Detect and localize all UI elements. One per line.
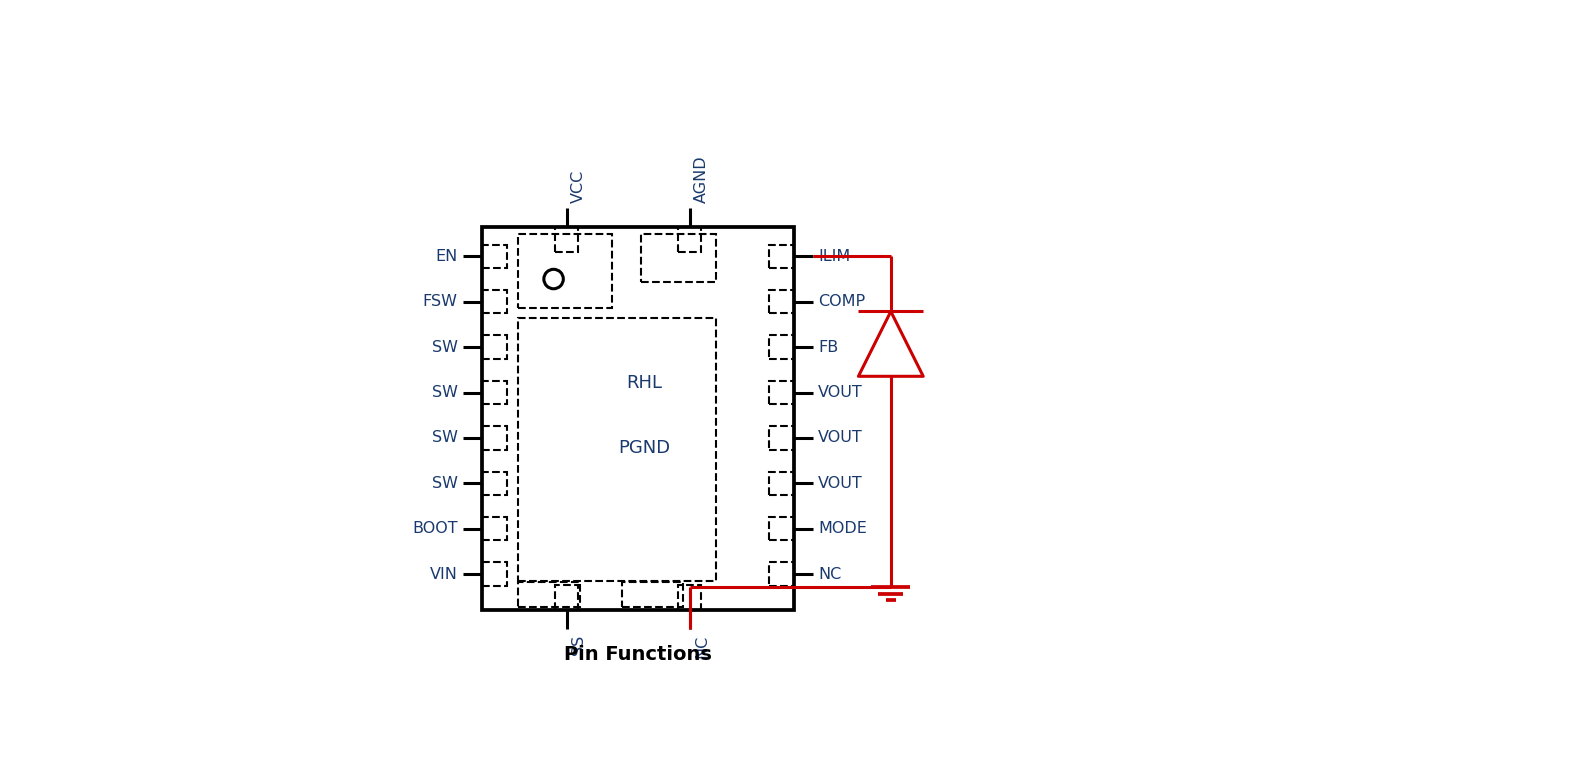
Bar [482,227,793,609]
Text: VCC: VCC [570,169,586,202]
Bar [621,582,683,606]
Text: VOUT: VOUT [818,385,863,400]
Bar [769,381,793,404]
Bar [482,562,507,586]
Bar [518,582,580,606]
Bar [769,336,793,359]
Bar [769,290,793,313]
Bar [482,245,507,268]
Text: PGND: PGND [618,439,670,456]
Bar [482,517,507,540]
Bar [518,233,611,309]
Text: SW: SW [431,385,458,400]
Text: NC: NC [818,566,842,581]
Bar [482,381,507,404]
Bar [482,336,507,359]
Bar [482,426,507,449]
Text: VOUT: VOUT [818,431,863,446]
Bar [678,227,702,252]
Text: BOOT: BOOT [412,522,458,536]
Bar [555,227,578,252]
Text: FSW: FSW [422,294,458,309]
Bar [482,290,507,313]
Bar [769,562,793,586]
Bar [678,585,702,609]
Bar [641,233,716,282]
Bar [769,517,793,540]
Text: SS: SS [570,634,586,655]
Text: SW: SW [431,431,458,446]
Text: AGND: AGND [694,155,709,202]
Text: VIN: VIN [430,566,458,581]
Bar [769,471,793,495]
Text: VOUT: VOUT [818,476,863,491]
Bar [769,245,793,268]
Text: SW: SW [431,340,458,355]
Text: COMP: COMP [818,294,866,309]
Bar [482,471,507,495]
Text: NC: NC [694,634,709,658]
Text: MODE: MODE [818,522,867,536]
Bar [518,318,716,581]
Text: ILIM: ILIM [818,249,850,264]
Text: Pin Functions: Pin Functions [564,646,713,665]
Text: RHL: RHL [626,374,662,392]
Text: EN: EN [436,249,458,264]
Text: FB: FB [818,340,839,355]
Bar [769,426,793,449]
Text: SW: SW [431,476,458,491]
Bar [555,585,578,609]
